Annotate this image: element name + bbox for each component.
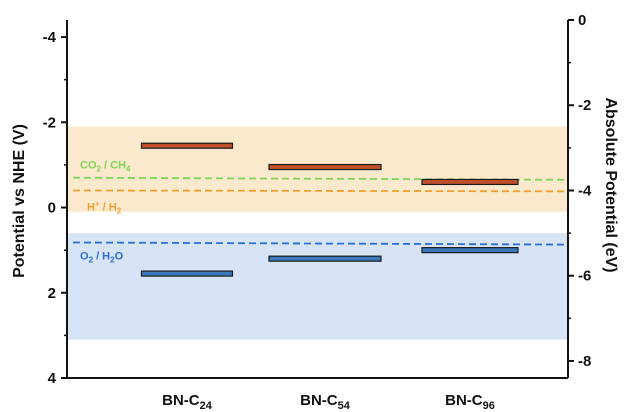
reference-label-o2: O2 / H2O — [80, 250, 124, 264]
y-tick-label: -4 — [43, 29, 57, 46]
reference-line-h2 — [72, 189, 568, 193]
cb-bar-BN-C54 — [268, 163, 382, 171]
vb-bar-BN-C24 — [140, 270, 234, 277]
y2-axis-title: Absolute Potential (eV) — [602, 97, 619, 272]
y-tick-label: 2 — [48, 285, 56, 302]
reference-label-co2: CO2 / CH4 — [80, 160, 131, 174]
reference-label-h2: H+ / H2 — [87, 199, 122, 215]
potential-bands — [67, 126, 568, 340]
y2-tick-label: -8 — [578, 353, 591, 370]
y2-tick-label: 0 — [578, 12, 586, 29]
vb-bar-BN-C96 — [421, 247, 519, 254]
x-tick-label: BN-C24 — [162, 392, 213, 412]
cb-bar-BN-C24 — [140, 142, 234, 149]
axes: -4 -2 0 2 4 0 -2 -4 -6 -8 BN-C24 BN-C54 BN-C96 — [43, 12, 592, 412]
y2-tick-label: -4 — [578, 182, 592, 199]
y-tick-label: -2 — [43, 114, 56, 131]
x-tick-label: BN-C96 — [445, 392, 495, 412]
x-tick-label: BN-C54 — [300, 392, 351, 412]
y-tick-label: 0 — [48, 200, 56, 217]
y2-tick-label: -2 — [578, 97, 591, 114]
y-axis-title: Potential vs NHE (V) — [11, 124, 28, 278]
reference-line-o2 — [72, 241, 568, 246]
y2-tick-label: -6 — [578, 268, 591, 285]
reference-lines: CO2 / CH4 H+ / H2 O2 / H2O — [72, 160, 568, 264]
y-tick-label: 4 — [48, 370, 57, 387]
cb-bar-BN-C96 — [421, 178, 519, 186]
band-edge-bars — [140, 142, 519, 277]
chart-labels: Potential vs NHE (V) Absolute Potential … — [11, 97, 619, 277]
vb-bar-BN-C54 — [268, 255, 382, 262]
